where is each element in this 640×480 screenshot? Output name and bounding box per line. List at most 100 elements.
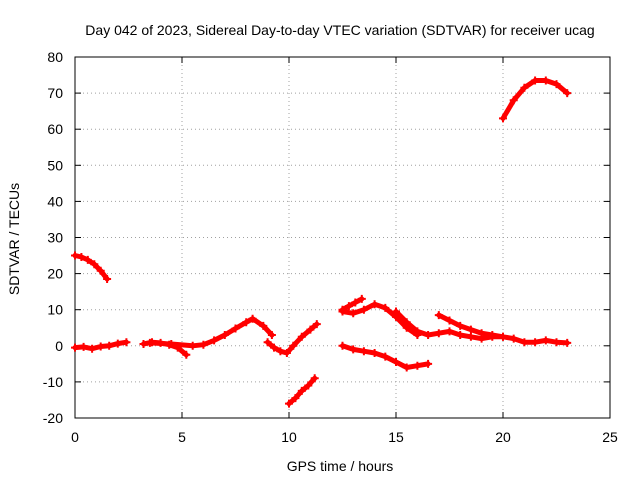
x-tick-label: 10: [281, 429, 297, 445]
data-point: [289, 341, 298, 350]
data-point: [531, 76, 540, 85]
data-point: [122, 338, 131, 347]
data-point: [392, 307, 400, 316]
data-point: [349, 345, 358, 354]
data-point: [402, 363, 411, 372]
data-point: [297, 332, 306, 341]
data-point: [499, 332, 507, 341]
data-point: [381, 303, 390, 312]
data-point: [231, 324, 240, 333]
data-point: [488, 331, 497, 339]
data-point: [456, 321, 465, 330]
x-tick-label: 0: [71, 429, 79, 445]
series-arc-1: [71, 251, 112, 283]
data-point: [188, 341, 197, 350]
data-point: [105, 341, 114, 350]
y-tick-label: 70: [47, 85, 63, 101]
y-axis-label: SDTVAR / TECUs: [6, 183, 22, 295]
data-point: [282, 349, 291, 357]
data-point: [71, 343, 79, 352]
data-point: [312, 320, 321, 329]
series-arc-10: [434, 311, 507, 341]
data-point: [499, 114, 507, 123]
data-point: [199, 340, 208, 349]
y-tick-label: 0: [55, 338, 63, 354]
data-point: [220, 331, 229, 339]
data-point: [139, 340, 148, 348]
data-point: [248, 314, 257, 323]
series-arc-2: [71, 338, 131, 353]
data-point: [297, 386, 306, 395]
data-point: [263, 338, 272, 347]
axis-ticks: 0 5 10 15 20 25 -20 -10 0 10 20 30 40 50 60 70 80: [43, 49, 618, 445]
data-point: [285, 399, 293, 408]
y-tick-label: 30: [47, 230, 63, 246]
data-point: [424, 359, 433, 368]
data-point: [77, 253, 86, 261]
y-tick-label: 50: [47, 157, 63, 173]
data-point: [509, 334, 518, 343]
data-point: [96, 342, 105, 351]
data-point: [413, 327, 422, 336]
data-point: [531, 338, 540, 347]
series-arc-11: [338, 341, 433, 372]
y-tick-label: 20: [47, 266, 63, 282]
data-point: [210, 336, 219, 345]
series-arc-6: [285, 374, 319, 408]
data-point: [276, 347, 285, 356]
data-point: [79, 342, 88, 351]
data-point: [552, 80, 561, 89]
data-point: [359, 347, 368, 356]
data-point: [509, 96, 518, 105]
data-point: [182, 350, 191, 359]
y-tick-label: 10: [47, 302, 63, 318]
x-tick-label: 25: [602, 429, 618, 445]
data-point: [88, 344, 97, 353]
data-point: [259, 321, 268, 330]
data-point: [552, 338, 561, 347]
data-point: [306, 325, 315, 334]
series-line: [147, 316, 275, 349]
data-point: [338, 341, 347, 350]
data-point: [90, 260, 99, 269]
series-arc-4: [145, 314, 276, 350]
data-point: [520, 83, 529, 92]
series-arc-9: [392, 307, 572, 347]
data-point: [359, 305, 368, 314]
data-point: [351, 298, 360, 307]
data-point: [541, 336, 550, 345]
series-arc-12: [499, 76, 572, 123]
grid: [75, 57, 610, 418]
data-point: [563, 338, 572, 347]
x-tick-label: 20: [495, 429, 511, 445]
data-point: [424, 331, 433, 339]
data-point: [520, 338, 529, 347]
data-point: [344, 302, 353, 311]
data-point: [242, 318, 251, 327]
data-point: [466, 332, 475, 341]
data-point: [310, 374, 319, 383]
data-point: [167, 340, 176, 348]
data-point: [381, 352, 390, 361]
y-tick-label: -10: [43, 374, 63, 390]
data-point: [338, 307, 347, 316]
data-point: [267, 331, 276, 339]
data-point: [96, 266, 105, 275]
x-tick-label: 5: [178, 429, 186, 445]
data-point: [349, 309, 358, 318]
data-point: [304, 381, 313, 390]
y-tick-label: 60: [47, 121, 63, 137]
data-point: [466, 325, 475, 334]
y-tick-label: 80: [47, 49, 63, 65]
data-point: [477, 329, 486, 338]
chart-title: Day 042 of 2023, Sidereal Day-to-day VTE…: [85, 22, 594, 38]
y-tick-label: 40: [47, 193, 63, 209]
data-point: [392, 358, 400, 366]
data-point: [103, 275, 112, 283]
data-point: [83, 255, 92, 264]
data-point: [434, 311, 443, 320]
x-tick-label: 15: [388, 429, 404, 445]
data-point: [445, 316, 454, 325]
data-point: [402, 318, 411, 327]
y-tick-label: -20: [43, 410, 63, 426]
